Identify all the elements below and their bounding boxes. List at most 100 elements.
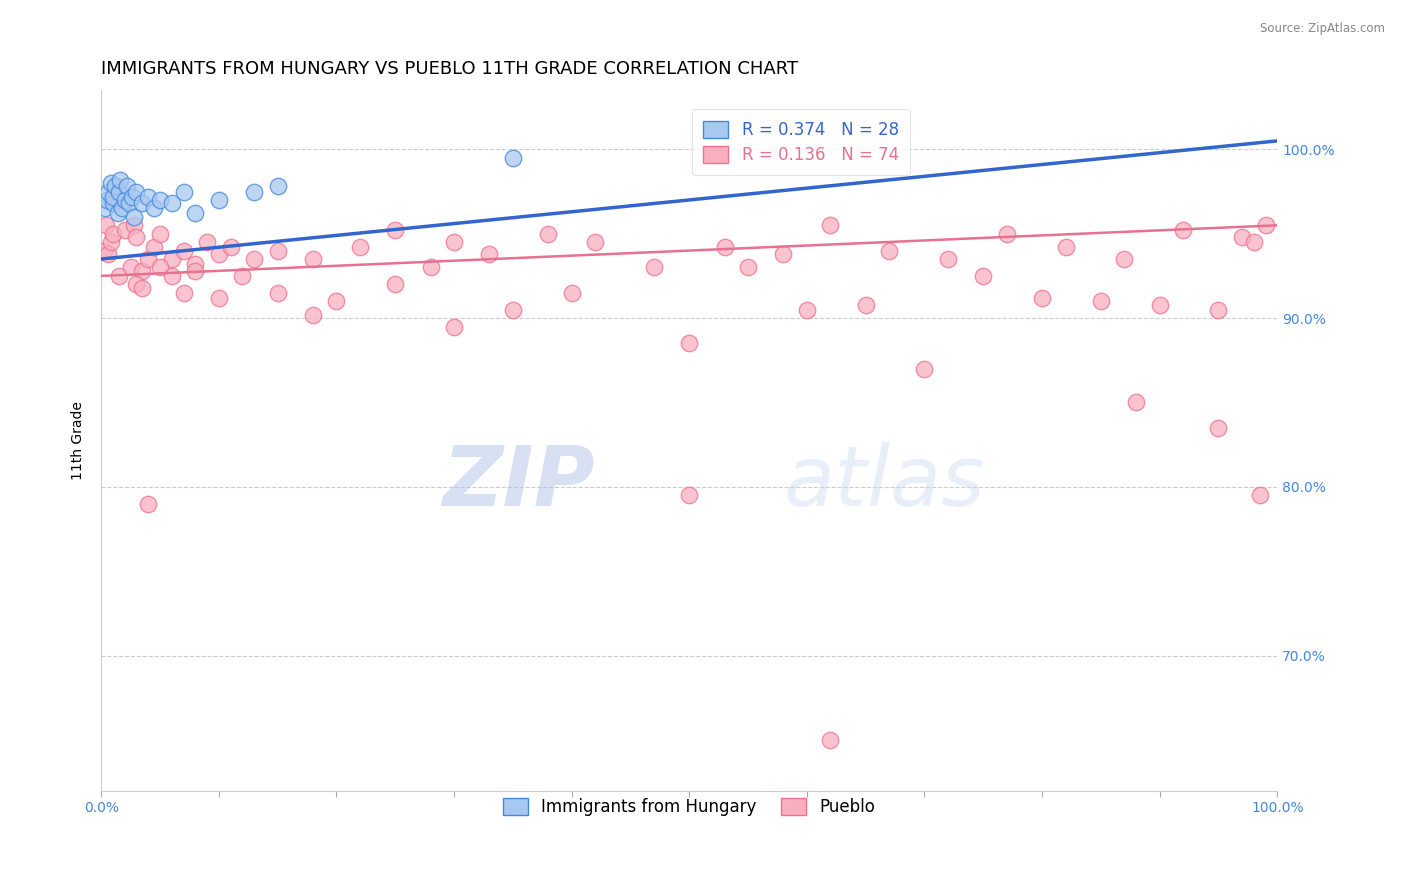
Point <box>384 223 406 237</box>
Point <box>537 227 560 241</box>
Point <box>995 227 1018 241</box>
Point <box>972 268 994 283</box>
Point <box>108 268 131 283</box>
Point <box>796 302 818 317</box>
Point <box>349 240 371 254</box>
Point <box>1208 421 1230 435</box>
Text: atlas: atlas <box>783 442 986 523</box>
Point <box>149 227 172 241</box>
Point <box>561 285 583 300</box>
Point <box>131 281 153 295</box>
Point <box>160 268 183 283</box>
Point <box>713 240 735 254</box>
Point <box>173 244 195 258</box>
Point <box>266 244 288 258</box>
Point <box>1125 395 1147 409</box>
Point <box>643 260 665 275</box>
Point <box>100 235 122 249</box>
Point <box>678 488 700 502</box>
Point <box>583 235 606 249</box>
Point <box>443 319 465 334</box>
Point <box>101 227 124 241</box>
Point <box>325 294 347 309</box>
Point <box>121 189 143 203</box>
Point <box>104 179 127 194</box>
Point <box>1249 488 1271 502</box>
Y-axis label: 11th Grade: 11th Grade <box>72 401 86 480</box>
Point <box>443 235 465 249</box>
Point <box>131 264 153 278</box>
Point <box>936 252 959 266</box>
Point <box>111 202 134 216</box>
Point <box>184 264 207 278</box>
Point <box>100 176 122 190</box>
Point <box>820 733 842 747</box>
Text: IMMIGRANTS FROM HUNGARY VS PUEBLO 11TH GRADE CORRELATION CHART: IMMIGRANTS FROM HUNGARY VS PUEBLO 11TH G… <box>101 60 799 78</box>
Point <box>125 277 148 292</box>
Point <box>101 189 124 203</box>
Point <box>219 240 242 254</box>
Point <box>136 189 159 203</box>
Point <box>243 252 266 266</box>
Point <box>772 247 794 261</box>
Point <box>502 302 524 317</box>
Point <box>1090 294 1112 309</box>
Point <box>1243 235 1265 249</box>
Point <box>120 260 142 275</box>
Point <box>125 185 148 199</box>
Point <box>208 193 231 207</box>
Point <box>266 179 288 194</box>
Point <box>1254 219 1277 233</box>
Point <box>118 196 141 211</box>
Point <box>1173 223 1195 237</box>
Point <box>101 196 124 211</box>
Point <box>94 219 117 233</box>
Point <box>160 252 183 266</box>
Text: Source: ZipAtlas.com: Source: ZipAtlas.com <box>1260 22 1385 36</box>
Point <box>478 247 501 261</box>
Text: ZIP: ZIP <box>443 442 595 523</box>
Point <box>384 277 406 292</box>
Point <box>243 185 266 199</box>
Point <box>115 179 138 194</box>
Point <box>302 252 325 266</box>
Point <box>419 260 441 275</box>
Point <box>855 297 877 311</box>
Point <box>1114 252 1136 266</box>
Point <box>208 291 231 305</box>
Point <box>173 285 195 300</box>
Point <box>1149 297 1171 311</box>
Point <box>266 285 288 300</box>
Point <box>302 308 325 322</box>
Point <box>149 193 172 207</box>
Point <box>195 235 218 249</box>
Point <box>877 244 900 258</box>
Point <box>173 185 195 199</box>
Point <box>678 336 700 351</box>
Point <box>93 244 115 258</box>
Legend: Immigrants from Hungary, Pueblo: Immigrants from Hungary, Pueblo <box>495 789 884 824</box>
Point <box>149 260 172 275</box>
Point <box>93 202 115 216</box>
Point <box>136 497 159 511</box>
Point <box>502 151 524 165</box>
Point <box>114 223 136 237</box>
Point <box>1230 230 1253 244</box>
Point <box>914 361 936 376</box>
Point <box>184 257 207 271</box>
Point <box>737 260 759 275</box>
Point <box>108 185 131 199</box>
Point <box>122 210 145 224</box>
Point <box>125 230 148 244</box>
Point <box>184 206 207 220</box>
Point <box>1031 291 1053 305</box>
Point <box>108 172 131 186</box>
Point <box>114 193 136 207</box>
Point <box>131 196 153 211</box>
Point <box>97 247 120 261</box>
Point <box>122 219 145 233</box>
Point <box>231 268 253 283</box>
Point <box>143 202 166 216</box>
Point <box>160 196 183 211</box>
Point <box>107 206 129 220</box>
